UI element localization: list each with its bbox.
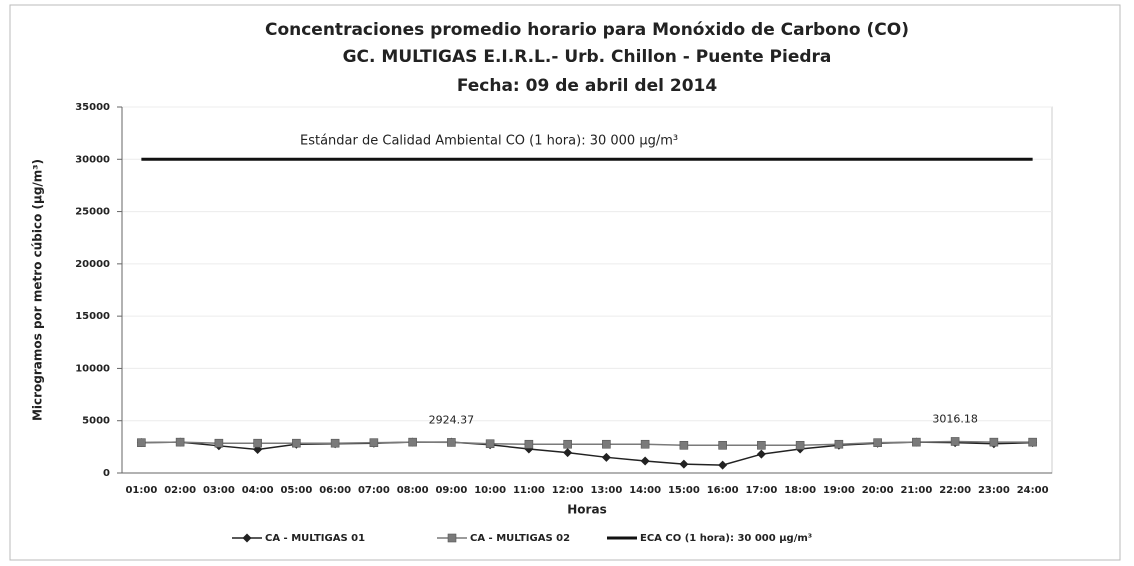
data-point [175, 437, 185, 447]
x-tick-label: 05:00 [280, 485, 312, 496]
x-axis-label: Horas [567, 503, 606, 517]
x-tick-label: 06:00 [319, 485, 351, 496]
data-point [602, 439, 611, 449]
y-tick-label: 5000 [82, 416, 110, 427]
y-tick-label: 10000 [75, 363, 110, 374]
data-point [950, 437, 960, 446]
data-label: 2924.37 [429, 413, 475, 426]
x-tick-label: 03:00 [203, 485, 235, 496]
x-tick-label: 16:00 [707, 485, 739, 496]
data-point [485, 439, 495, 449]
series-line [141, 440, 1033, 447]
chart-title: Concentraciones promedio horario para Mo… [265, 20, 909, 40]
y-tick-label: 25000 [75, 207, 110, 218]
x-tick-label: 24:00 [1017, 485, 1049, 496]
y-axis-label: Microgramos por metro cúbico (µg/m³) [31, 159, 45, 421]
x-tick-label: 02:00 [164, 485, 196, 496]
data-point [563, 439, 572, 449]
chart-frame [9, 4, 1121, 561]
data-point [834, 439, 844, 449]
data-point [292, 438, 301, 448]
data-point [253, 438, 262, 448]
data-point [1028, 437, 1037, 447]
data-point [408, 437, 417, 447]
x-tick-label: 07:00 [358, 485, 390, 496]
x-tick-label: 11:00 [513, 485, 545, 496]
legend-marker [447, 533, 457, 543]
x-tick-label: 01:00 [125, 485, 157, 496]
x-tick-label: 20:00 [862, 485, 894, 496]
data-point [640, 439, 650, 449]
x-tick-label: 21:00 [900, 485, 932, 496]
data-point [679, 440, 689, 450]
x-tick-label: 08:00 [397, 485, 429, 496]
data-point [795, 440, 805, 450]
x-tick-label: 18:00 [784, 485, 816, 496]
data-point [718, 460, 728, 470]
x-tick-label: 10:00 [474, 485, 506, 496]
legend-label: CA - MULTIGAS 02 [470, 533, 570, 544]
x-tick-label: 14:00 [629, 485, 661, 496]
x-tick-label: 19:00 [823, 485, 855, 496]
annotation: Estándar de Calidad Ambiental CO (1 hora… [300, 134, 678, 149]
data-point [757, 440, 766, 450]
chart-title: Fecha: 09 de abril del 2014 [457, 76, 718, 96]
data-point [563, 448, 573, 458]
x-tick-label: 12:00 [552, 485, 584, 496]
x-tick-label: 04:00 [242, 485, 274, 496]
y-tick-label: 0 [103, 468, 110, 479]
data-label: 3016.18 [932, 412, 978, 425]
x-tick-label: 17:00 [745, 485, 777, 496]
data-point [640, 456, 650, 466]
data-point [214, 438, 224, 448]
y-tick-label: 30000 [75, 154, 110, 165]
data-point [369, 438, 379, 447]
y-tick-label: 20000 [75, 259, 110, 270]
x-tick-label: 15:00 [668, 485, 700, 496]
x-tick-label: 23:00 [978, 485, 1010, 496]
data-point [137, 438, 146, 447]
data-point [873, 438, 882, 447]
data-point [912, 437, 921, 447]
data-point [718, 440, 727, 450]
y-tick-label: 35000 [75, 102, 110, 113]
legend-label: ECA CO (1 hora): 30 000 µg/m³ [640, 533, 812, 544]
data-point [330, 438, 340, 448]
data-point [679, 459, 689, 469]
data-point [756, 449, 766, 459]
x-tick-label: 09:00 [435, 485, 467, 496]
data-point [601, 452, 611, 462]
legend-label: CA - MULTIGAS 01 [265, 533, 365, 544]
data-point [447, 438, 456, 447]
x-tick-label: 13:00 [590, 485, 622, 496]
data-point [524, 439, 534, 449]
data-point [989, 437, 999, 447]
chart-title: GC. MULTIGAS E.I.R.L.- Urb. Chillon - Pu… [343, 47, 832, 67]
x-tick-label: 22:00 [939, 485, 971, 496]
legend-marker [242, 533, 252, 543]
y-tick-label: 15000 [75, 311, 110, 322]
